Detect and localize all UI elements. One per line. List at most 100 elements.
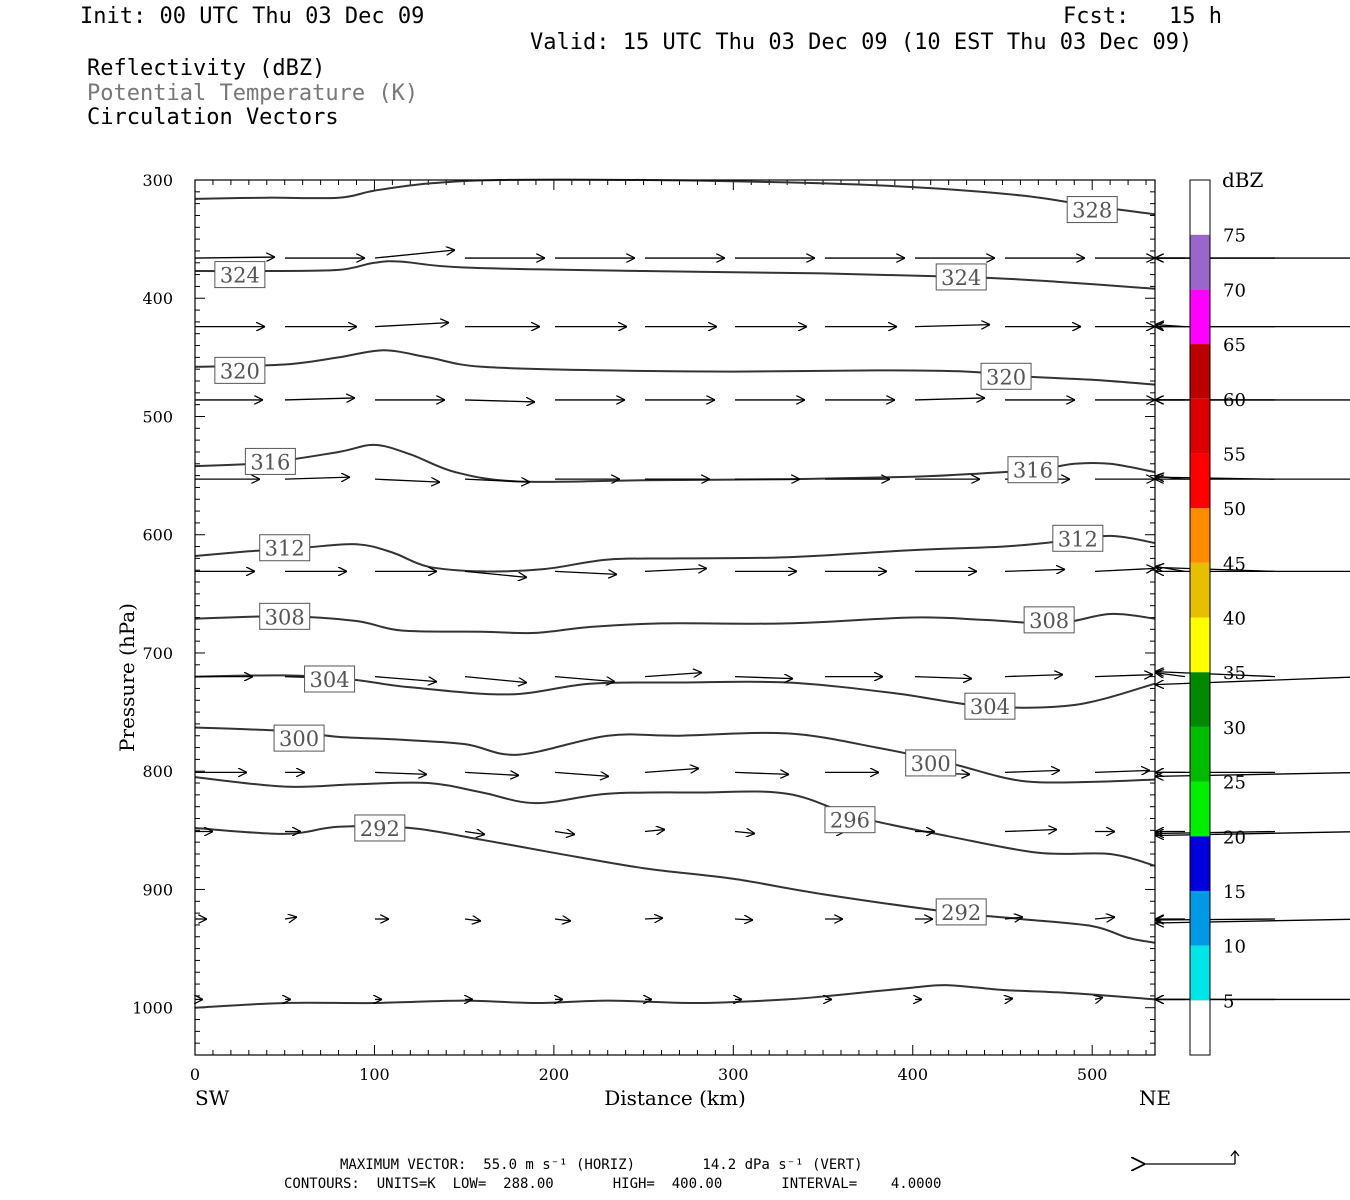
circulation-vector: [374, 250, 455, 259]
y-tick-label: 700: [142, 644, 173, 663]
x-end-label-ne: NE: [1139, 1086, 1171, 1110]
contour-label-box: [259, 602, 311, 630]
max-vector-key: [1145, 1150, 1240, 1164]
circulation-vector: [644, 673, 702, 677]
colorbar-tick-label: 20: [1223, 827, 1246, 848]
circulation-vector: [1004, 675, 1063, 677]
circulation-vector: [1094, 770, 1150, 772]
circulation-vector: [374, 479, 440, 482]
theta-contour-324: [194, 260, 1156, 290]
init-time: Init: 00 UTC Thu 03 Dec 09: [80, 4, 425, 29]
colorbar-bin-20: [1190, 781, 1210, 837]
contour-label-296: 296: [830, 809, 870, 833]
colorbar-bin-15: [1190, 836, 1210, 891]
circulation-vector: [554, 772, 609, 776]
contour-label-308: 308: [265, 605, 305, 629]
circulation-vector: [554, 675, 615, 682]
colorbar-bin-40: [1190, 562, 1210, 618]
circulation-vectors: [195, 250, 1350, 999]
colorbar-tick-label: 30: [1223, 718, 1246, 739]
plot-frame: [194, 179, 1156, 1056]
x-tick-label: 300: [718, 1065, 749, 1084]
x-tick-label: 200: [539, 1065, 570, 1084]
colorbar-bin-25: [1190, 726, 1210, 782]
contour-label-box: [935, 263, 987, 291]
circulation-vector: [464, 675, 527, 683]
contour-label-box: [1023, 606, 1075, 634]
contour-label-box: [214, 261, 266, 289]
colorbar-tick-label: 25: [1223, 773, 1246, 794]
colorbar-bin-0: [1190, 1000, 1210, 1055]
colorbar-bin-10: [1190, 890, 1210, 946]
x-end-label-sw: SW: [195, 1086, 230, 1110]
circulation-vector: [464, 400, 535, 402]
contour-label-316: 316: [250, 450, 290, 474]
circulation-vector: [284, 398, 355, 400]
circulation-vector: [374, 323, 449, 327]
circulation-vector: [1155, 672, 1276, 678]
contour-label-308: 308: [1029, 609, 1069, 633]
contour-label-box: [354, 814, 406, 842]
theta-contour-288: [194, 984, 1156, 1009]
colorbar-bin-50: [1190, 453, 1210, 509]
circulation-vector: [644, 768, 699, 772]
circulation-vector: [1004, 830, 1057, 832]
y-tick-label: 300: [142, 171, 173, 190]
contour-label-box: [980, 362, 1032, 390]
contour-label-box: [273, 724, 325, 752]
contour-label-box: [1066, 196, 1118, 224]
colorbar-bin-65: [1190, 289, 1210, 345]
contour-label-320: 320: [220, 359, 260, 383]
x-tick-label: 500: [1077, 1065, 1108, 1084]
contour-label-300: 300: [279, 727, 319, 751]
colorbar-frame: [1189, 179, 1211, 1056]
circulation-vector: [914, 398, 985, 400]
contour-label-box: [935, 898, 987, 926]
contour-label-box: [259, 534, 311, 562]
y-tick-label: 800: [142, 762, 173, 781]
circulation-vector: [644, 568, 707, 571]
contour-label-320: 320: [986, 365, 1026, 389]
circulation-vector: [734, 772, 789, 774]
colorbar-tick-label: 5: [1223, 991, 1234, 1012]
circulation-vector: [1155, 567, 1276, 571]
x-tick-label: 0: [190, 1065, 200, 1084]
contour-label-292: 292: [941, 901, 981, 925]
circulation-vector: [1004, 569, 1065, 571]
colorbar-tick-label: 35: [1223, 663, 1246, 684]
circulation-vector: [1094, 568, 1155, 571]
axis-labels: 0 100 200 300 400 500 300 400 500 600 700 800 900 100…: [115, 171, 1171, 1110]
contour-label-box: [244, 447, 296, 475]
y-axis-title: Pressure (hPa): [115, 603, 139, 752]
contour-label-312: 312: [265, 537, 305, 561]
circulation-vector: [284, 917, 297, 919]
colorbar-tick-label: 75: [1223, 226, 1246, 247]
theta-contour-296: [194, 776, 1156, 867]
max-vector-note: MAXIMUM VECTOR: 55.0 m s⁻¹ (HORIZ) 14.2 …: [340, 1157, 863, 1173]
contour-label-304: 304: [310, 668, 350, 692]
colorbar-bin-45: [1190, 508, 1210, 563]
circulation-vector: [1155, 676, 1350, 685]
colorbar-tick-label: 70: [1223, 280, 1246, 301]
colorbar-bin-75: [1190, 180, 1210, 235]
circulation-vector: [644, 918, 663, 919]
field-reflectivity: Reflectivity (dBZ): [87, 56, 326, 81]
theta-contour-300: [194, 726, 1156, 784]
field-circulation-vectors: Circulation Vectors: [87, 105, 339, 130]
circulation-vector: [464, 832, 485, 835]
colorbar-tick-label: 45: [1223, 554, 1246, 575]
contour-label-316: 316: [1013, 459, 1053, 483]
colorbar-tick-label: 55: [1223, 444, 1246, 465]
colorbar-tick-label: 15: [1223, 882, 1246, 903]
circulation-vector: [554, 571, 617, 574]
circulation-vector: [734, 919, 753, 920]
forecast-hour: Fcst: 15 h: [1063, 4, 1222, 29]
circulation-vector: [914, 325, 990, 327]
circulation-vector: [554, 919, 571, 921]
theta-contour-292: [194, 825, 1156, 944]
circulation-vector: [464, 919, 481, 921]
circulation-vector: [194, 257, 275, 258]
circulation-vector: [1095, 997, 1103, 999]
dbz-colorbar: 5 10 15 20 25 30 35 40 45 50 55 60 65 70 75 dBZ: [1189, 168, 1264, 1056]
contour-label-box: [824, 806, 876, 834]
